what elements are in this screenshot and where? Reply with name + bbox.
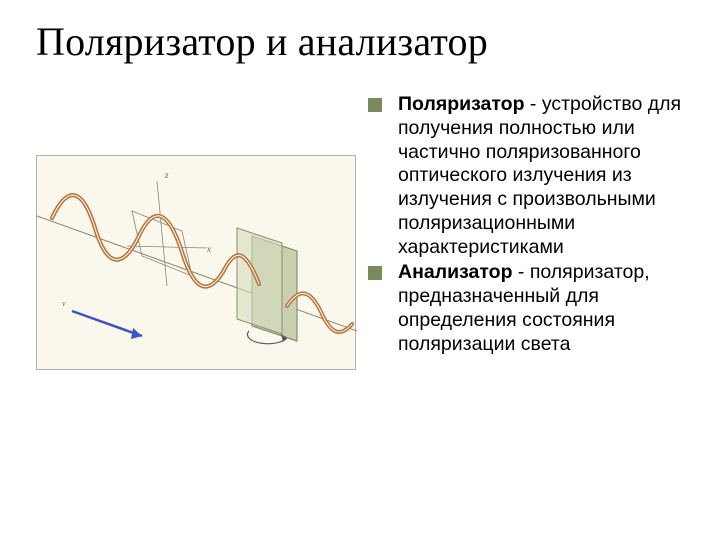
bullet-text: Анализатор - поляризатор, предназначенны… [398, 261, 684, 356]
bullet-marker-icon [368, 98, 388, 112]
bullet-text: Поляризатор - устройство для получения п… [398, 93, 684, 259]
svg-text:z: z [164, 170, 169, 180]
figure-column: z x v [36, 93, 356, 370]
content-row: z x v Поляризатор - устройство для получ… [36, 93, 684, 370]
bullet-item: Поляризатор - устройство для получения п… [368, 93, 684, 259]
term: Поляризатор [398, 93, 525, 115]
bullet-marker-icon [368, 266, 388, 280]
svg-text:x: x [206, 244, 211, 254]
term: Анализатор [398, 261, 512, 283]
text-column: Поляризатор - устройство для получения п… [368, 93, 684, 370]
polarization-figure: z x v [36, 155, 356, 370]
slide-title: Поляризатор и анализатор [36, 18, 684, 65]
svg-text:v: v [62, 299, 66, 308]
definition: - устройство для получения полностью или… [398, 93, 681, 258]
bullet-item: Анализатор - поляризатор, предназначенны… [368, 261, 684, 356]
